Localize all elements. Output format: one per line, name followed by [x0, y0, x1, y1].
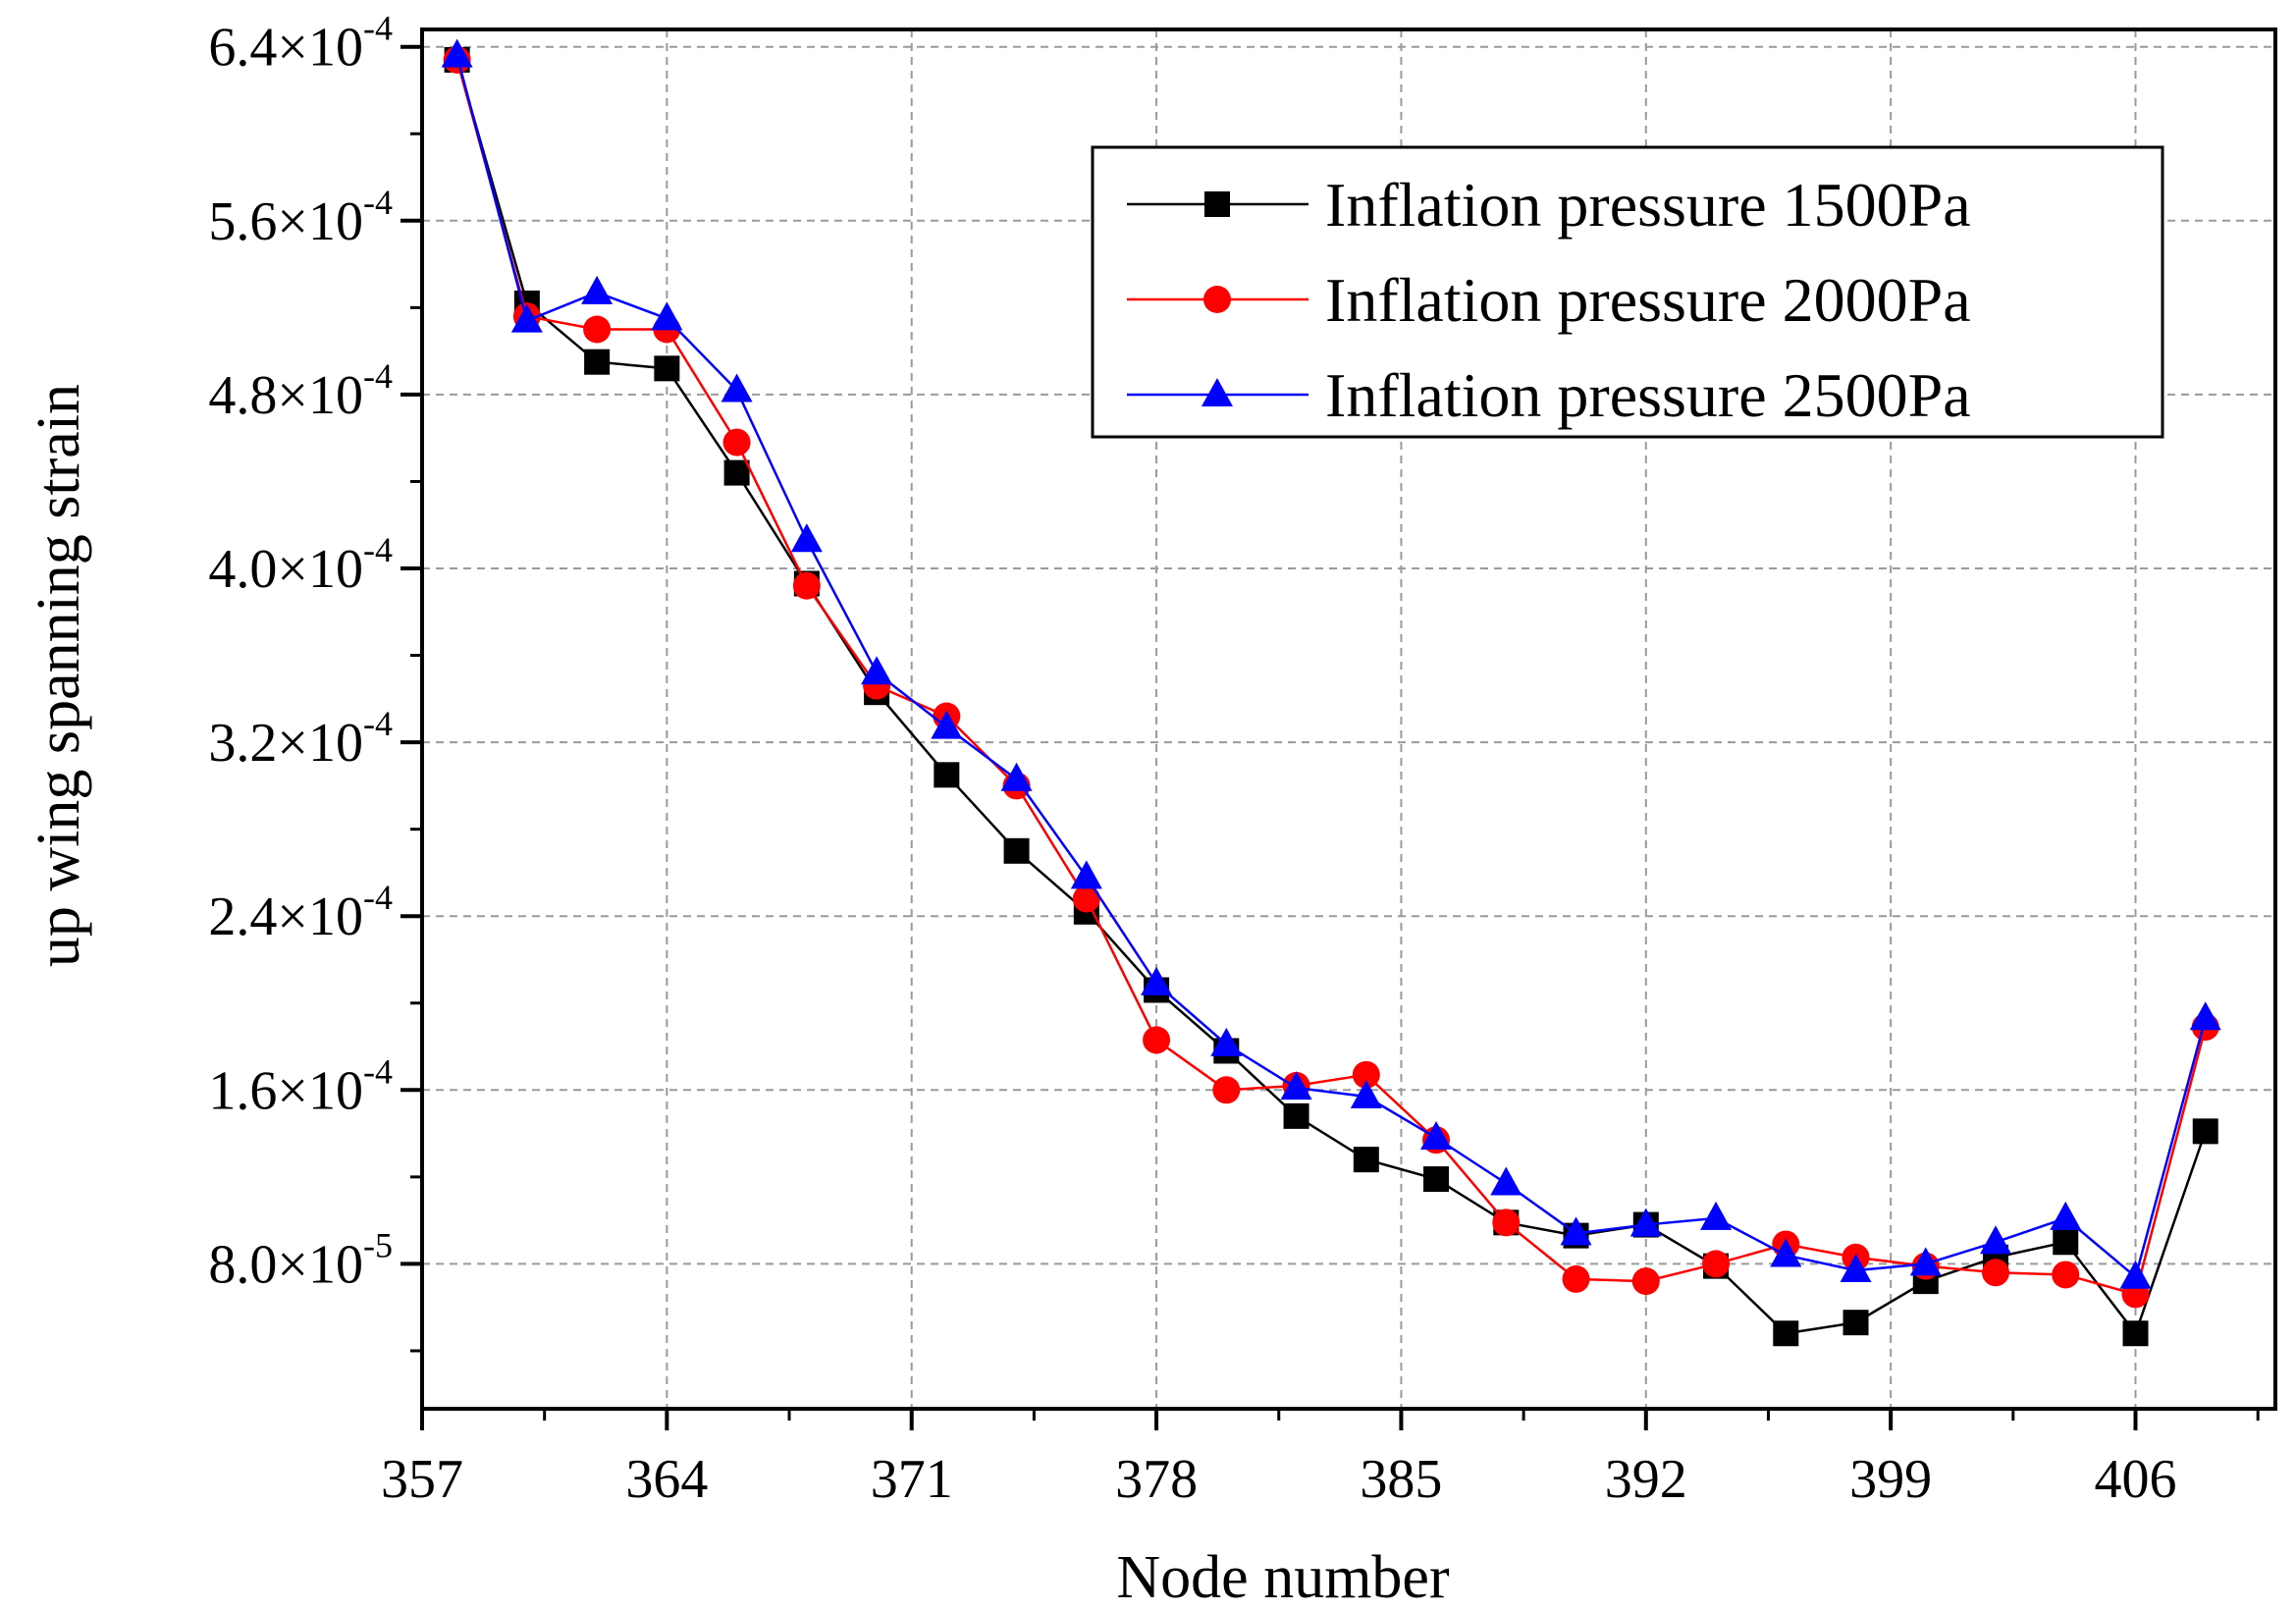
axes: 357 364 371 378 385 392 399 4068.0×10-51.6×10-4…: [208, 9, 2277, 1510]
y-tick-label: 8.0×10-5: [208, 1225, 393, 1295]
data-point-triangle: [721, 373, 753, 403]
legend-marker-square: [1204, 191, 1230, 217]
data-point-square: [1773, 1320, 1799, 1347]
x-tick-label: 371: [871, 1449, 953, 1510]
data-point-triangle: [2119, 1260, 2152, 1289]
data-point-square: [584, 349, 611, 375]
data-point-square: [723, 459, 750, 486]
data-point-triangle: [861, 656, 893, 685]
y-tick-exponent: -4: [363, 878, 393, 917]
data-point-triangle: [790, 523, 823, 553]
legend-marker-triangle: [1201, 378, 1233, 406]
y-tick-mantissa: 6.4×10: [208, 18, 363, 79]
y-tick-mantissa: 2.4×10: [208, 886, 363, 947]
y-tick-exponent: -4: [363, 704, 393, 743]
y-tick-label: 2.4×10-4: [208, 878, 393, 947]
data-point-triangle: [1700, 1201, 1733, 1230]
data-point-circle: [722, 428, 751, 456]
y-tick-mantissa: 4.8×10: [208, 365, 363, 426]
legend-label-1: Inflation pressure 1500Pa: [1325, 170, 1971, 240]
y-tick-mantissa: 5.6×10: [208, 191, 363, 252]
y-tick-exponent: -4: [363, 9, 393, 48]
legend: Inflation pressure 1500Pa Inflation press…: [1091, 145, 2164, 439]
data-point-triangle: [1280, 1071, 1312, 1101]
data-point-triangle: [1420, 1121, 1453, 1151]
data-point-square: [1842, 1310, 1869, 1336]
y-tick-mantissa: 3.2×10: [208, 713, 363, 774]
y-tick-mantissa: 1.6×10: [208, 1060, 363, 1121]
data-point-square: [2053, 1229, 2079, 1256]
x-tick-label: 364: [625, 1449, 708, 1510]
plot-frame: [420, 27, 2277, 1411]
data-point-circle: [1352, 1060, 1380, 1089]
data-point-circle: [792, 571, 821, 600]
y-tick-label: 6.4×10-4: [208, 9, 393, 79]
legend-marker-circle: [1203, 286, 1231, 313]
y-tick-label: 4.0×10-4: [208, 530, 393, 600]
data-point-triangle: [931, 710, 963, 739]
data-point-triangle: [441, 38, 473, 68]
data-point-circle: [1212, 1076, 1241, 1104]
data-point-square: [2192, 1118, 2218, 1145]
data-point-triangle: [1490, 1166, 1522, 1196]
x-tick-label: 385: [1360, 1449, 1442, 1510]
y-tick-exponent: -5: [363, 1225, 393, 1264]
x-tick-label: 399: [1849, 1449, 1932, 1510]
y-tick-label: 3.2×10-4: [208, 704, 393, 774]
y-tick-label: 1.6×10-4: [208, 1051, 393, 1121]
data-point-circle: [1562, 1264, 1590, 1293]
data-point-square: [2122, 1320, 2149, 1347]
x-axis-title: Node number: [1116, 1544, 1450, 1611]
y-tick-exponent: -4: [363, 356, 393, 396]
data-point-triangle: [510, 303, 543, 333]
data-point-triangle: [581, 275, 614, 304]
y-axis-title: up wing spanning strain: [26, 384, 92, 967]
data-point-triangle: [2189, 1001, 2221, 1031]
data-point-triangle: [1840, 1254, 1872, 1283]
data-point-triangle: [1210, 1027, 1243, 1056]
data-point-square: [654, 355, 680, 382]
x-tick-label: 392: [1605, 1449, 1687, 1510]
y-tick-exponent: -4: [363, 183, 393, 222]
data-point-circle: [2052, 1261, 2080, 1289]
data-point-triangle: [1350, 1079, 1382, 1108]
legend-box: [1091, 145, 2164, 439]
data-point-square: [1003, 837, 1030, 864]
x-tick-label: 406: [2095, 1449, 2177, 1510]
data-point-circle: [1631, 1267, 1660, 1296]
data-point-square: [1353, 1147, 1379, 1173]
data-point-triangle: [1070, 860, 1102, 889]
data-point-square: [1423, 1166, 1450, 1193]
data-point-circle: [1702, 1250, 1731, 1278]
series-line-3: [455, 55, 2207, 1279]
data-point-triangle: [1000, 762, 1033, 791]
y-tick-exponent: -4: [363, 530, 393, 569]
data-point-circle: [1492, 1208, 1521, 1237]
data-point-square: [934, 762, 960, 788]
data-point-triangle: [1770, 1238, 1802, 1267]
data-point-triangle: [1980, 1225, 2012, 1255]
data-point-triangle: [1141, 966, 1173, 995]
y-tick-label: 5.6×10-4: [208, 183, 393, 252]
legend-label-3: Inflation pressure 2500Pa: [1325, 360, 1971, 430]
data-point-triangle: [1560, 1216, 1592, 1246]
data-point-triangle: [1629, 1208, 1662, 1237]
legend-label-2: Inflation pressure 2000Pa: [1325, 265, 1971, 335]
data-point-triangle: [651, 301, 683, 331]
y-tick-exponent: -4: [363, 1051, 393, 1091]
y-tick-mantissa: 4.0×10: [208, 539, 363, 600]
data-point-triangle: [2050, 1201, 2082, 1230]
data-point-circle: [1982, 1259, 2010, 1287]
y-tick-mantissa: 8.0×10: [208, 1234, 363, 1295]
data-point-square: [1283, 1102, 1309, 1129]
data-point-circle: [1143, 1026, 1171, 1054]
series-layer: [441, 38, 2221, 1347]
x-tick-label: 378: [1115, 1449, 1198, 1510]
x-tick-label: 357: [381, 1449, 463, 1510]
data-point-triangle: [1909, 1247, 1942, 1276]
data-point-circle: [583, 315, 612, 344]
y-tick-label: 4.8×10-4: [208, 356, 393, 426]
data-point-circle: [1072, 885, 1100, 913]
